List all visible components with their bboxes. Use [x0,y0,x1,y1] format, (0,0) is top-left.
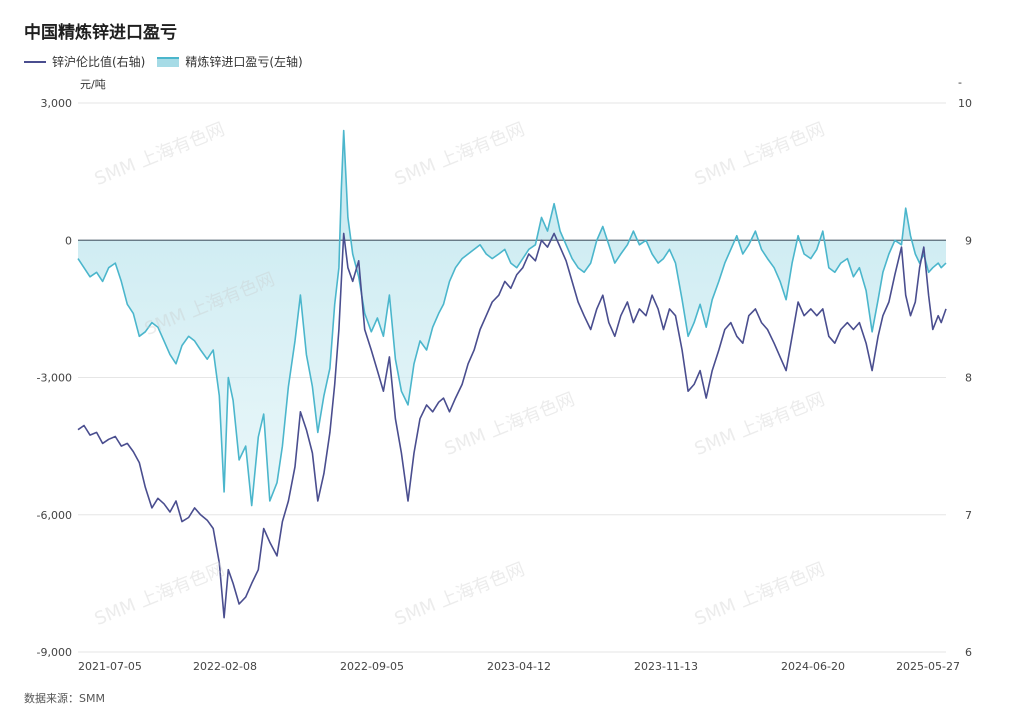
x-tick-label: 2022-02-08 [193,660,257,673]
left-tick-label: -6,000 [37,509,72,522]
x-tick-label: 2023-11-13 [634,660,698,673]
right-tick-label: 9 [965,234,972,247]
left-tick-label: 3,000 [41,97,73,110]
profit-area [78,130,946,506]
x-tick-label: 2021-07-05 [78,660,142,673]
left-tick-label: 0 [65,234,72,247]
ratio-line [77,232,947,619]
right-tick-label: 7 [965,509,972,522]
source-note: 数据来源：SMM [24,692,105,705]
legend-label-ratio: 锌沪伦比值(右轴) [52,55,146,69]
right-tick-label: 10 [958,97,972,110]
right-axis-unit: - [958,76,962,89]
right-tick-label: 6 [965,646,972,659]
profit-line [77,129,947,507]
x-tick-label: 2025-05-27 [896,660,960,673]
left-tick-label: -9,000 [37,646,72,659]
legend-label-profit: 精炼锌进口盈亏(左轴) [185,55,303,69]
legend-swatch-profit [157,56,180,67]
chart-title: 中国精炼锌进口盈亏 [24,23,177,43]
x-tick-label: 2022-09-05 [340,660,404,673]
right-tick-label: 8 [965,372,972,385]
left-axis-unit: 元/吨 [80,78,106,91]
x-tick-label: 2024-06-20 [781,660,845,673]
legend: 锌沪伦比值(右轴) 精炼锌进口盈亏(左轴) [24,53,315,70]
left-tick-label: -3,000 [37,372,72,385]
x-tick-label: 2023-04-12 [487,660,551,673]
legend-item-ratio[interactable]: 锌沪伦比值(右轴) [24,53,145,70]
legend-item-profit[interactable]: 精炼锌进口盈亏(左轴) [157,53,303,70]
legend-swatch-ratio [24,60,46,63]
